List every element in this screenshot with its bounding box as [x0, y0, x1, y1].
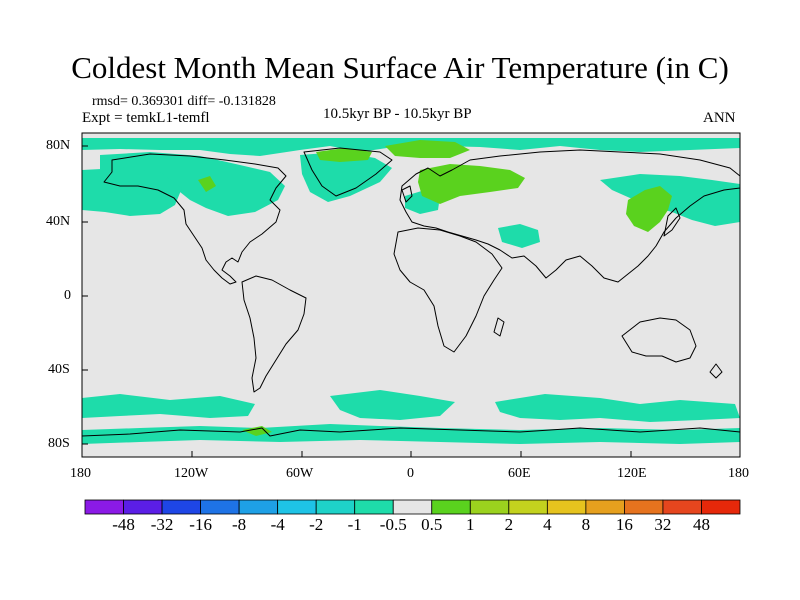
colorbar-swatch [315, 499, 356, 515]
colorbar-label: 32 [654, 515, 672, 534]
colorbar-swatch [238, 499, 279, 515]
north-america-outline [103, 153, 287, 285]
season-label: ANN [703, 110, 736, 126]
southern-ocean-cool-west [82, 394, 255, 418]
colorbar-swatch [123, 499, 163, 515]
southern-ocean-cool-indian [495, 394, 740, 422]
colorbar-label: -16 [189, 515, 212, 534]
north-america-warm-patch [198, 176, 216, 192]
colorbar-swatch [701, 499, 741, 515]
southern-ocean-cool-atlantic [330, 390, 455, 420]
greenland-cool [300, 152, 392, 202]
colorbar-label: 4 [543, 515, 552, 534]
lon-tick-60w: 60W [286, 466, 314, 481]
east-asia-warm [626, 186, 672, 232]
stats-text: rmsd= 0.369301 diff= -0.131828 [92, 94, 276, 109]
colorbar-swatch [392, 499, 433, 515]
colorbar-label: -1 [347, 515, 362, 534]
barents-warm-patch [385, 140, 470, 158]
period-label: 10.5kyr BP - 10.5kyr BP [323, 106, 472, 122]
africa-outline [393, 227, 503, 353]
lon-tick-180w: 180 [70, 466, 91, 481]
colorbar-swatch [546, 499, 587, 515]
middle-east-cool [498, 224, 540, 248]
lon-tick-60e: 60E [508, 466, 531, 481]
lon-tick-180e: 180 [728, 466, 749, 481]
colorbar-label: 48 [693, 515, 710, 534]
colorbar-swatch [469, 499, 510, 515]
lon-tick-120w: 120W [174, 466, 209, 481]
australia-outline [621, 317, 697, 363]
north-america-arctic-cool [100, 152, 285, 216]
lat-tick-40s: 40S [48, 362, 70, 377]
coastlines [81, 147, 741, 437]
colorbar-label: -2 [309, 515, 324, 534]
colorbar-label: -0.5 [379, 515, 407, 534]
colorbar-label: 1 [466, 515, 475, 534]
antarctica-outline [81, 427, 741, 437]
lat-tick-0: 0 [64, 288, 71, 303]
colorbar-label: 0.5 [421, 515, 443, 534]
colorbar-swatch [431, 499, 471, 515]
colorbar-swatch [662, 499, 702, 515]
colorbar-label: -8 [232, 515, 247, 534]
colorbar-swatch [277, 499, 317, 515]
colorbar-swatch [624, 499, 664, 515]
colorbar-label: -32 [150, 515, 174, 534]
arctic-warm-patch [316, 148, 372, 162]
map-title: Coldest Month Mean Surface Air Temperatu… [71, 50, 729, 85]
colorbar-swatch [200, 499, 240, 515]
japan-outline [663, 207, 681, 237]
colorbar-label: 2 [504, 515, 514, 534]
eurasia-outline [399, 149, 741, 283]
lat-tick-80n: 80N [46, 138, 71, 153]
colorbar-swatch [508, 499, 548, 515]
antarctic-coast-cool [82, 424, 740, 444]
colorbar-label: 16 [615, 515, 633, 534]
colorbar-swatch [354, 499, 394, 515]
experiment-label: Expt = temkL1-temfl [82, 110, 210, 126]
colorbar [84, 499, 741, 515]
axis-ticks [81, 145, 741, 457]
lon-tick-0: 0 [407, 466, 414, 481]
colorbar-label: 8 [581, 515, 591, 534]
greenland-outline [303, 147, 393, 197]
madagascar-outline [493, 317, 505, 337]
lon-tick-120e: 120E [617, 466, 647, 481]
uk-outline [401, 185, 413, 203]
north-pacific-cool [82, 168, 182, 216]
colorbar-label: -4 [270, 515, 285, 534]
colorbar-label: -48 [112, 515, 135, 534]
colorbar-swatch [84, 499, 124, 515]
lat-tick-40n: 40N [46, 214, 71, 229]
south-america-outline [241, 275, 307, 393]
colorbar-swatch [585, 499, 625, 515]
antarctic-peninsula-warm [242, 426, 272, 436]
colorbar-swatch [161, 499, 201, 515]
arctic-cool-band [82, 138, 740, 156]
lat-tick-80s: 80S [48, 436, 70, 451]
new-zealand-outline [709, 363, 723, 379]
